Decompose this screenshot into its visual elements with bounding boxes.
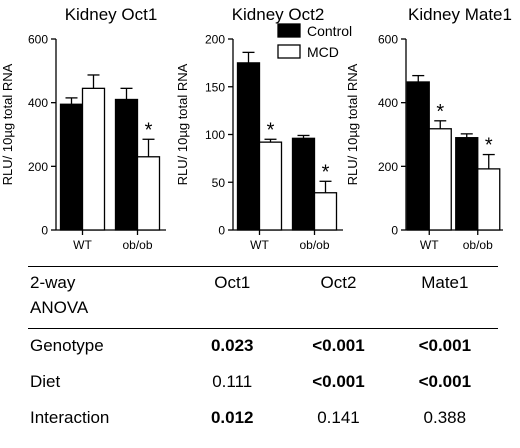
x-category-label: WT bbox=[250, 238, 269, 252]
anova-header-label: 2-way bbox=[30, 273, 76, 292]
cell-mate1: 0.388 bbox=[423, 408, 467, 427]
bar-control-ob-ob bbox=[291, 137, 316, 231]
bar-control-WT bbox=[236, 62, 261, 231]
cell-mate1: <0.001 bbox=[418, 336, 472, 355]
y-tick-label: 600 bbox=[378, 33, 398, 47]
row-label: Diet bbox=[30, 372, 61, 391]
cell-oct2: 0.141 bbox=[317, 408, 360, 427]
cell-oct2: <0.001 bbox=[312, 336, 365, 355]
table-row-genotype: Genotype 0.023 <0.001 <0.001 bbox=[28, 328, 498, 364]
y-tick-label: 200 bbox=[205, 33, 225, 47]
table-row-interaction: Interaction 0.012 0.141 0.388 bbox=[28, 400, 498, 436]
y-axis-label: RLU/ 10µg total RNA bbox=[0, 63, 15, 185]
anova-header-label-2: ANOVA bbox=[30, 298, 89, 317]
significance-asterisk: * bbox=[436, 101, 444, 123]
y-tick-label: 200 bbox=[378, 160, 398, 174]
y-tick-label: 150 bbox=[205, 80, 225, 94]
row-label: Interaction bbox=[30, 408, 110, 427]
cell-oct2: <0.001 bbox=[312, 372, 365, 391]
y-tick-label: 50 bbox=[212, 176, 226, 190]
header-rule bbox=[28, 328, 498, 329]
y-axis-label: RLU/ 10µg total RNA bbox=[345, 63, 360, 185]
cell-oct1: 0.023 bbox=[210, 336, 254, 355]
y-tick-label: 0 bbox=[218, 224, 225, 238]
bar-charts: Kidney Oct1 RLU/ 10µg total RNA 0 200 400 600… bbox=[0, 5, 512, 252]
y-tick-label: 200 bbox=[28, 160, 48, 174]
bar-mcd-WT bbox=[81, 87, 106, 231]
chart-title: Kidney Oct2 bbox=[232, 5, 325, 24]
y-axis-label: RLU/ 10µg total RNA bbox=[175, 63, 190, 185]
significance-asterisk: * bbox=[485, 135, 493, 157]
table-top-rule bbox=[28, 266, 498, 267]
anova-header-row-2: ANOVA bbox=[28, 298, 498, 328]
significance-asterisk: * bbox=[145, 119, 153, 141]
legend-label-control: Control bbox=[307, 23, 352, 39]
x-category-label: ob/ob bbox=[122, 238, 152, 252]
cell-mate1: <0.001 bbox=[418, 372, 472, 391]
bar-mcd-ob-ob bbox=[136, 156, 161, 231]
bar-control-ob-ob bbox=[114, 98, 139, 231]
chart-title: Kidney Oct1 bbox=[65, 5, 158, 24]
anova-header-oct2: Oct2 bbox=[320, 273, 357, 292]
anova-header-oct1: Oct1 bbox=[214, 273, 251, 292]
bar-mcd-ob-ob bbox=[313, 192, 338, 231]
y-tick-label: 400 bbox=[378, 96, 398, 110]
row-label: Genotype bbox=[30, 336, 104, 355]
anova-header-row: 2-way Oct1 Oct2 Mate1 bbox=[28, 268, 498, 298]
x-category-label: WT bbox=[73, 238, 92, 252]
bar-mcd-WT bbox=[258, 141, 283, 231]
bar-mcd-WT bbox=[428, 128, 452, 231]
legend-swatch-mcd bbox=[277, 44, 301, 59]
bar-control-WT bbox=[59, 103, 84, 231]
y-tick-label: 0 bbox=[391, 224, 398, 238]
significance-asterisk: * bbox=[267, 119, 275, 141]
x-category-label: ob/ob bbox=[299, 238, 329, 252]
cell-oct1: 0.111 bbox=[212, 372, 253, 391]
anova-header-mate1: Mate1 bbox=[421, 273, 469, 292]
y-tick-label: 400 bbox=[28, 96, 48, 110]
significance-asterisk: * bbox=[322, 161, 330, 183]
x-category-label: ob/ob bbox=[463, 238, 493, 252]
table-row-diet: Diet 0.111 <0.001 <0.001 bbox=[28, 364, 498, 400]
legend-swatch-control bbox=[277, 23, 301, 38]
bar-control-ob-ob bbox=[455, 137, 479, 231]
y-tick-label: 0 bbox=[41, 224, 48, 238]
x-category-label: WT bbox=[420, 238, 439, 252]
legend-label-mcd: MCD bbox=[307, 44, 339, 60]
cell-oct1: 0.012 bbox=[210, 408, 254, 427]
bar-control-WT bbox=[406, 81, 430, 231]
chart-title: Kidney Mate1 bbox=[408, 5, 512, 24]
anova-table: 2-way Oct1 Oct2 Mate1 ANOVA Genotype 0.0… bbox=[28, 268, 498, 436]
y-tick-label: 100 bbox=[205, 128, 225, 142]
bar-mcd-ob-ob bbox=[477, 168, 501, 231]
y-tick-label: 600 bbox=[28, 33, 48, 47]
